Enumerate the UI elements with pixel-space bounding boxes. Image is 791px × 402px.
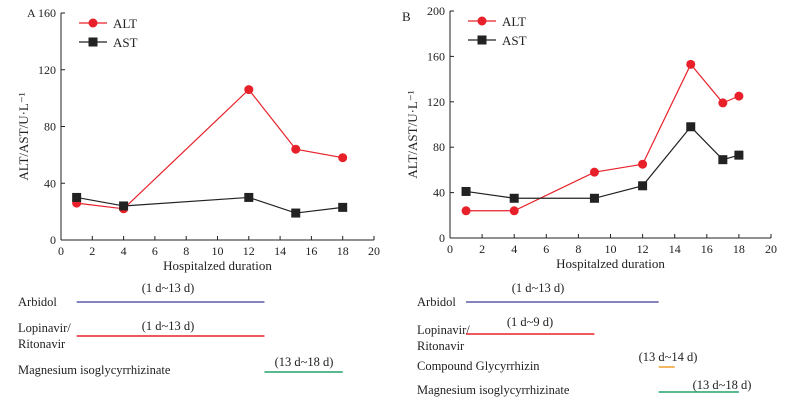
panel-b-x-tick-label: 4 — [511, 242, 517, 256]
panel-b-x-axis-title: Hospitalzed duration — [556, 256, 665, 271]
panel-b-ast-point — [718, 155, 728, 165]
panel-b-ast-point — [509, 193, 519, 203]
panel-b-alt-line — [466, 63, 740, 212]
panel-b-treatment-name: Arbidol — [417, 295, 456, 309]
panel-a-x-tick-label: 12 — [243, 244, 255, 258]
panel-b-ast-point — [686, 122, 696, 132]
panel-b-treatment-name: Compound Glycyrrhizin — [417, 359, 540, 373]
panel-a-alt-point — [244, 85, 254, 95]
panel-a-treatment-range: (1 d~13 d) — [142, 319, 195, 333]
panel-a-x-axis-title: Hospitalzed duration — [163, 258, 272, 273]
panel-a-legend-label: ALT — [113, 16, 137, 31]
panel-a-ast-point — [244, 192, 254, 202]
panel-b-legend-marker — [477, 35, 487, 45]
panel-b-y-tick-label: 120 — [427, 95, 445, 109]
panel-b-x-tick-label: 20 — [765, 242, 777, 256]
panel-a-treatment-name: Lopinavir/ — [18, 321, 71, 335]
panel-a-treatment-name: Ritonavir — [18, 337, 66, 351]
panel-b-label: B — [402, 9, 411, 24]
panel-b-y-tick-label: 0 — [439, 231, 445, 245]
panel-b-treatment-range: (13 d~14 d) — [639, 350, 698, 364]
panel-b-alt-point — [734, 91, 744, 101]
panel-a-alt-point — [291, 144, 301, 154]
panel-b-y-tick-label: 80 — [433, 140, 445, 154]
panel-b-ast-point — [461, 186, 471, 196]
panel-a-ast-line — [76, 196, 343, 214]
panel-b-alt-point — [509, 206, 519, 216]
panel-a-legend-marker — [88, 18, 98, 28]
panel-a-label-and-top-tick: A 160 — [27, 6, 56, 20]
panel-b-x-tick-label: 12 — [637, 242, 649, 256]
panel-b-treatment-range: (1 d~9 d) — [507, 315, 553, 329]
panel-b-legend-label: AST — [502, 33, 527, 48]
panel-b-treatment-name: Magnesium isoglycyrrhizinate — [417, 383, 570, 397]
panel-b-x-tick-label: 6 — [543, 242, 549, 256]
panel-b-alt-point — [638, 159, 648, 169]
panel-a-treatment-name: Arbidol — [18, 295, 57, 309]
panel-a-y-tick-label: 120 — [38, 63, 56, 77]
panel-a-ast-point — [119, 201, 129, 211]
panel-b-ast-line — [465, 125, 740, 199]
panel-a-alt-line — [76, 88, 343, 210]
panel-b-alt-point — [461, 206, 471, 216]
panel-a-x-tick-label: 16 — [305, 244, 317, 258]
panel-a-treatment-range: (13 d~18 d) — [275, 355, 334, 369]
panel-a-y-axis-title: ALT/AST/U·L⁻¹ — [16, 92, 31, 180]
panel-a-legend-marker — [88, 37, 98, 47]
panel-a-x-tick-label: 4 — [121, 244, 127, 258]
panel-b-y-tick-label: 160 — [427, 49, 445, 63]
panel-a-y-tick-label: 0 — [50, 233, 56, 247]
panel-b-ast-point — [589, 193, 599, 203]
panel-b-x-tick-label: 14 — [669, 242, 681, 256]
panel-a-x-tick-label: 8 — [183, 244, 189, 258]
panel-b-legend-label: ALT — [502, 14, 526, 29]
panel-b-treatment-range: (13 d~18 d) — [693, 378, 752, 392]
panel-b-y-tick-label: 200 — [427, 4, 445, 18]
panel-b-y-axis-title: ALT/AST/U·L⁻¹ — [405, 90, 420, 178]
panel-b-treatment-name: Ritonavir — [417, 339, 465, 353]
panel-a-treatment-range: (1 d~13 d) — [142, 281, 195, 295]
panel-a-ast-point — [72, 192, 82, 202]
panel-b-treatment-name: Lopinavir/ — [417, 323, 470, 337]
panel-b-treatment-range: (1 d~13 d) — [512, 281, 565, 295]
panel-b-x-tick-label: 0 — [447, 242, 453, 256]
panel-b-alt-point — [718, 98, 728, 108]
panel-a-alt-point — [338, 153, 348, 163]
panel-a-treatment-name: Magnesium isoglycyrrhizinate — [18, 363, 171, 377]
panel-b-legend-marker — [477, 16, 487, 26]
panel-b-x-tick-label: 10 — [605, 242, 617, 256]
panel-a-y-tick-label: 40 — [44, 176, 56, 190]
panel-b-ast-point — [638, 181, 648, 191]
panel-a-x-tick-label: 6 — [152, 244, 158, 258]
panel-b-x-tick-label: 2 — [479, 242, 485, 256]
panel-a-x-tick-label: 14 — [274, 244, 286, 258]
panel-b-ast-point — [734, 150, 744, 160]
panel-a-x-tick-label: 20 — [368, 244, 380, 258]
panel-b-x-tick-label: 18 — [733, 242, 745, 256]
panel-a-x-tick-label: 2 — [89, 244, 95, 258]
panel-a-x-tick-label: 10 — [212, 244, 224, 258]
panel-b-alt-point — [589, 167, 599, 177]
panel-a-x-tick-label: 18 — [337, 244, 349, 258]
panel-a-y-tick-label: 80 — [44, 120, 56, 134]
panel-a-x-tick-label: 0 — [58, 244, 64, 258]
panel-a-ast-point — [338, 202, 348, 212]
panel-b-x-tick-label: 8 — [575, 242, 581, 256]
panel-b-alt-point — [686, 59, 696, 69]
panel-a-ast-point — [291, 208, 301, 218]
panel-a-legend-label: AST — [113, 35, 138, 50]
panel-b-y-tick-label: 40 — [433, 186, 445, 200]
panel-b-x-tick-label: 16 — [701, 242, 713, 256]
